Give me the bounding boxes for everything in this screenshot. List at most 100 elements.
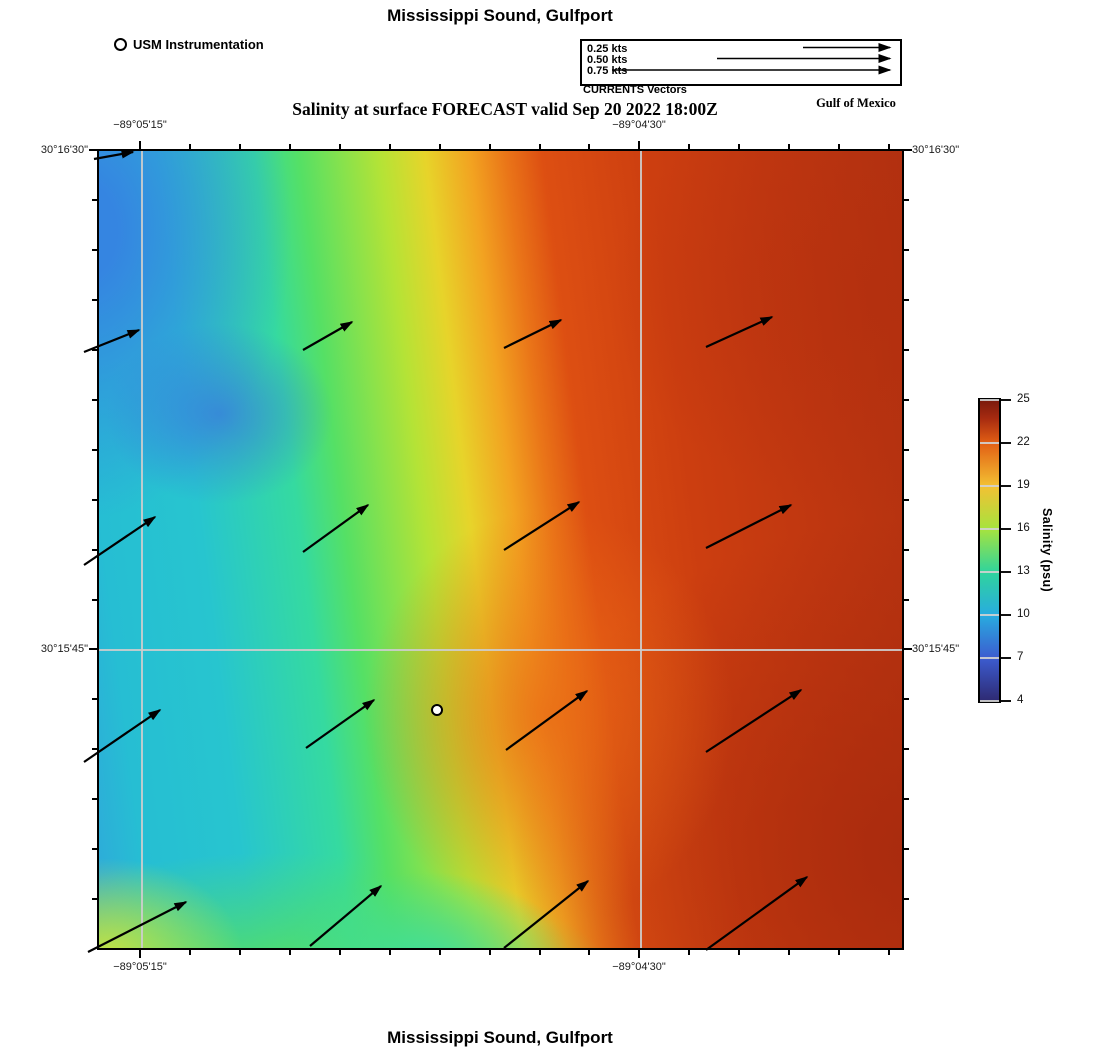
axis-tick	[239, 144, 241, 149]
station-marker-icon	[430, 703, 443, 716]
salinity-heatmap	[97, 149, 904, 950]
colorbar-tick	[1001, 614, 1011, 616]
axis-tick	[239, 950, 241, 955]
colorbar-gridline	[980, 442, 999, 444]
colorbar-tick-label: 16	[1017, 522, 1030, 534]
axis-tick	[904, 499, 909, 501]
vector-scale-label: 0.25 kts	[587, 43, 628, 55]
axis-tick	[838, 950, 840, 955]
axis-tick	[92, 599, 97, 601]
colorbar-tick	[1001, 657, 1011, 659]
axis-tick	[738, 144, 740, 149]
axis-tick	[904, 599, 909, 601]
axis-tick	[638, 950, 640, 958]
axis-tick	[904, 449, 909, 451]
footer-title: Mississippi Sound, Gulfport	[387, 1028, 613, 1047]
axis-label-lat: 30°15'45"	[40, 643, 88, 655]
region-label: Gulf of Mexico	[816, 96, 896, 110]
axis-tick	[489, 144, 491, 149]
axis-tick	[92, 299, 97, 301]
axis-label-lon: −89°04'30"	[612, 961, 666, 973]
station-legend-icon	[114, 38, 127, 51]
axis-tick	[788, 950, 790, 955]
axis-tick	[92, 499, 97, 501]
colorbar-gridline	[980, 700, 999, 702]
axis-tick	[89, 149, 97, 151]
forecast-subtitle: Salinity at surface FORECAST valid Sep 2…	[292, 99, 718, 119]
axis-label-lat: 30°16'30"	[912, 144, 960, 156]
axis-tick	[439, 144, 441, 149]
axis-tick	[189, 144, 191, 149]
axis-tick	[588, 950, 590, 955]
axis-tick	[92, 399, 97, 401]
axis-tick	[904, 249, 909, 251]
colorbar-gridline	[980, 614, 999, 616]
axis-tick	[489, 950, 491, 955]
axis-tick	[139, 950, 141, 958]
axis-tick	[289, 950, 291, 955]
gridline-vertical	[640, 151, 642, 948]
axis-label-lon: −89°04'30"	[612, 119, 666, 131]
axis-label-lon: −89°05'15"	[113, 119, 167, 131]
page-title: Mississippi Sound, Gulfport	[387, 6, 613, 25]
axis-tick	[89, 648, 97, 650]
axis-tick	[788, 144, 790, 149]
axis-tick	[92, 848, 97, 850]
station-legend-label: USM Instrumentation	[133, 37, 264, 52]
axis-tick	[688, 144, 690, 149]
axis-tick	[904, 898, 909, 900]
axis-tick	[904, 798, 909, 800]
vector-scale-label: 0.50 kts	[587, 54, 628, 66]
colorbar-tick	[1001, 528, 1011, 530]
colorbar-tick-label: 10	[1017, 608, 1030, 620]
axis-tick	[389, 950, 391, 955]
axis-tick	[389, 144, 391, 149]
axis-tick	[189, 950, 191, 955]
axis-tick	[904, 299, 909, 301]
axis-tick	[888, 144, 890, 149]
colorbar-tick-label: 13	[1017, 565, 1030, 577]
axis-tick	[92, 349, 97, 351]
axis-tick	[904, 549, 909, 551]
axis-tick	[688, 950, 690, 955]
colorbar-tick	[1001, 442, 1011, 444]
axis-tick	[139, 141, 141, 149]
colorbar	[978, 398, 1001, 703]
axis-tick	[904, 848, 909, 850]
axis-tick	[539, 144, 541, 149]
axis-label-lon: −89°05'15"	[113, 961, 167, 973]
colorbar-gridline	[980, 528, 999, 530]
axis-tick	[92, 898, 97, 900]
colorbar-tick	[1001, 571, 1011, 573]
axis-tick	[92, 249, 97, 251]
colorbar-tick-label: 19	[1017, 479, 1030, 491]
axis-tick	[904, 149, 912, 151]
axis-tick	[92, 698, 97, 700]
axis-tick	[838, 144, 840, 149]
colorbar-tick	[1001, 700, 1011, 702]
axis-label-lat: 30°15'45"	[912, 643, 960, 655]
axis-tick	[904, 698, 909, 700]
axis-tick	[888, 950, 890, 955]
axis-tick	[439, 950, 441, 955]
colorbar-tick-label: 7	[1017, 651, 1024, 663]
axis-tick	[92, 748, 97, 750]
axis-tick	[904, 648, 912, 650]
axis-tick	[904, 199, 909, 201]
colorbar-tick-label: 25	[1017, 393, 1030, 405]
colorbar-tick-label: 22	[1017, 436, 1030, 448]
vector-legend-caption: CURRENTS Vectors	[583, 84, 687, 96]
colorbar-gridline	[980, 657, 999, 659]
axis-tick	[339, 950, 341, 955]
axis-tick	[339, 144, 341, 149]
colorbar-gridline	[980, 485, 999, 487]
colorbar-gridline	[980, 399, 999, 401]
colorbar-tick	[1001, 399, 1011, 401]
axis-tick	[92, 199, 97, 201]
axis-tick	[92, 549, 97, 551]
axis-tick	[904, 748, 909, 750]
axis-tick	[738, 950, 740, 955]
colorbar-gridline	[980, 571, 999, 573]
axis-tick	[638, 141, 640, 149]
